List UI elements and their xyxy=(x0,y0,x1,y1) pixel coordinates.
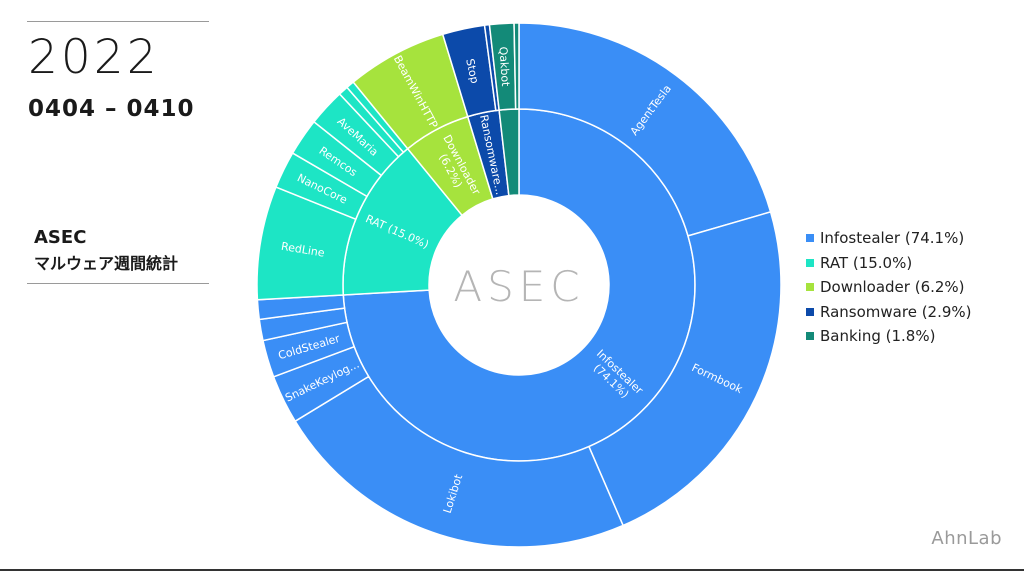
outer-segment-other6[interactable] xyxy=(513,22,520,110)
subtitle-asec: ASEC xyxy=(34,227,87,248)
top-divider xyxy=(27,21,209,22)
outer-label-qakbot: Qakbot xyxy=(496,46,512,87)
subtitle-divider xyxy=(27,283,209,284)
legend-label: Infostealer (74.1%) xyxy=(820,229,965,248)
legend-swatch xyxy=(806,258,814,267)
center-logo: ASEC xyxy=(453,262,584,311)
legend-item-banking: Banking (1.8%) xyxy=(806,324,972,349)
outer-ring xyxy=(256,22,782,548)
legend-swatch xyxy=(806,234,814,243)
outer-label-stop: Stop xyxy=(463,57,481,84)
legend-item-ransomware: Ransomware (2.9%) xyxy=(806,300,972,325)
ahnlab-logo: AhnLab xyxy=(931,528,1002,549)
legend-label: Ransomware (2.9%) xyxy=(820,302,972,321)
date-range: 0404 – 0410 xyxy=(28,96,195,122)
legend-item-downloader: Downloader (6.2%) xyxy=(806,275,972,300)
legend-label: Downloader (6.2%) xyxy=(820,278,965,297)
legend: Infostealer (74.1%) RAT (15.0%) Downloader… xyxy=(806,226,972,349)
legend-label: Banking (1.8%) xyxy=(820,327,936,346)
legend-item-rat: RAT (15.0%) xyxy=(806,251,972,276)
outer-segment-lokibot[interactable] xyxy=(294,375,625,548)
year-title: 2022 xyxy=(28,30,160,85)
legend-swatch xyxy=(806,307,814,316)
legend-swatch xyxy=(806,283,814,292)
subtitle-weekly-stats: マルウェア週間統計 xyxy=(34,254,179,273)
legend-swatch xyxy=(806,332,814,341)
outer-segment-formbook[interactable] xyxy=(587,210,782,527)
legend-item-infostealer: Infostealer (74.1%) xyxy=(806,226,972,251)
bottom-divider xyxy=(0,569,1024,571)
outer-segment-agenttesla[interactable] xyxy=(518,22,772,237)
legend-label: RAT (15.0%) xyxy=(820,253,913,272)
